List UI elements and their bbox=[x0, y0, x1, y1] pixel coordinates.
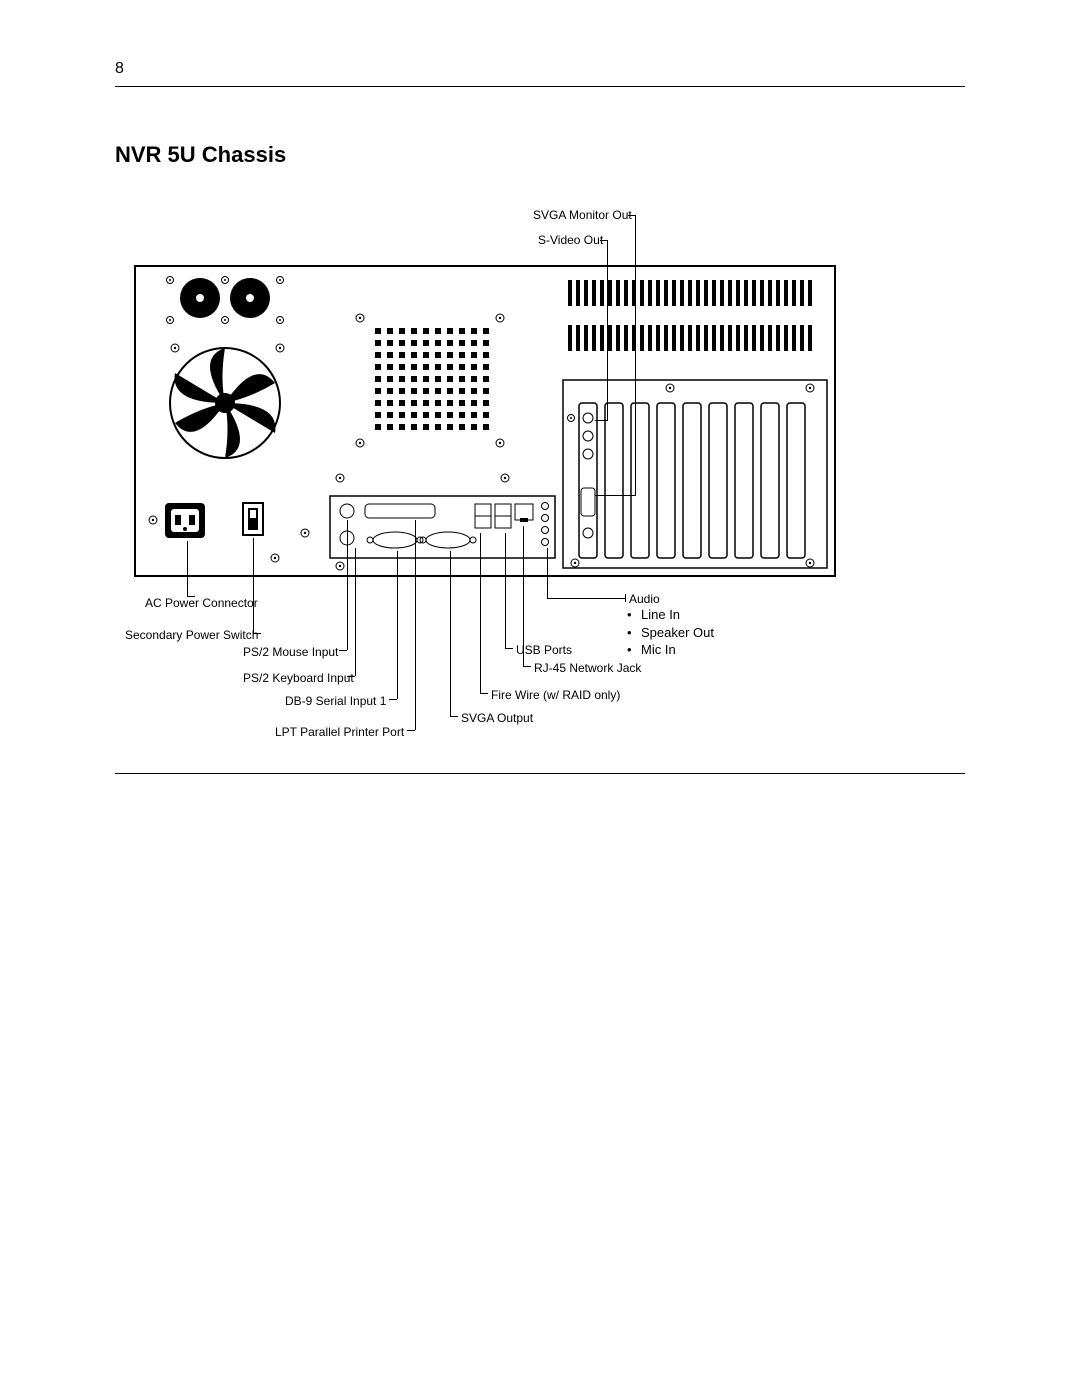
page-number: 8 bbox=[115, 60, 965, 78]
label-svga-monitor-out: SVGA Monitor Out bbox=[533, 208, 632, 222]
audio-bullets: Line In Speaker Out Mic In bbox=[627, 606, 714, 659]
bullet-mic-in: Mic In bbox=[627, 641, 714, 659]
label-usb: USB Ports bbox=[516, 643, 572, 657]
top-rule bbox=[115, 86, 965, 87]
page-title: NVR 5U Chassis bbox=[115, 142, 965, 168]
label-ps2-mouse: PS/2 Mouse Input bbox=[243, 645, 338, 659]
bullet-line-in: Line In bbox=[627, 606, 714, 624]
label-ps2-keyboard: PS/2 Keyboard Input bbox=[243, 671, 354, 685]
label-rj45: RJ-45 Network Jack bbox=[534, 661, 641, 675]
label-svga-output: SVGA Output bbox=[461, 711, 533, 725]
label-audio: Audio bbox=[629, 592, 660, 606]
label-ac-power: AC Power Connector bbox=[145, 596, 258, 610]
label-db9: DB-9 Serial Input 1 bbox=[285, 694, 386, 708]
label-secondary-power: Secondary Power Switch bbox=[125, 628, 258, 642]
label-svideo-out: S-Video Out bbox=[538, 233, 603, 247]
label-firewire: Fire Wire (w/ RAID only) bbox=[491, 688, 620, 702]
label-lpt: LPT Parallel Printer Port bbox=[275, 725, 404, 739]
chassis-diagram: SVGA Monitor Out S-Video Out bbox=[115, 208, 965, 768]
bottom-rule bbox=[115, 773, 965, 774]
bullet-speaker-out: Speaker Out bbox=[627, 624, 714, 642]
chassis-svg bbox=[115, 208, 845, 578]
